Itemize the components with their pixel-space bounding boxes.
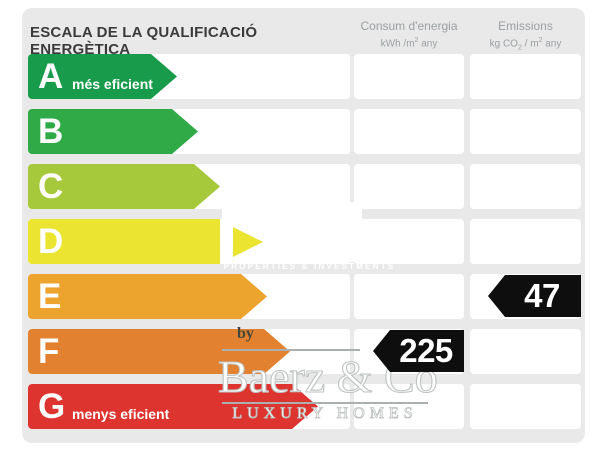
consumption-column-header: Consum d'energia kWh /m2 any: [354, 19, 464, 49]
rating-letter-a: A: [38, 56, 64, 96]
consumption-cell-c: [354, 164, 464, 209]
emissions-cell-g: [470, 384, 581, 429]
consumption-value-arrow: 225: [373, 330, 464, 372]
emissions-header-unit: kg CO2 / m2 any: [489, 37, 562, 52]
watermark-by-text: by: [237, 325, 254, 342]
rating-band-e: E: [28, 274, 350, 319]
watermark-divider-bottom: [222, 402, 428, 404]
emissions-cell-b: [470, 109, 581, 154]
rating-label-least-efficient: menys eficient: [72, 406, 170, 422]
consumption-cell-d: [354, 219, 464, 264]
rating-band-g: G menys eficient: [28, 384, 350, 429]
emissions-value-arrow: 47: [488, 275, 581, 317]
consumption-cell-g: [354, 384, 464, 429]
rating-arrow-d: D: [28, 219, 220, 264]
rating-letter-b: B: [38, 111, 64, 151]
emissions-header-title: Emissions: [498, 19, 553, 33]
watermark-divider-top: [222, 349, 360, 351]
emissions-cell-a: [470, 54, 581, 99]
rating-letter-e: E: [38, 276, 62, 316]
rating-row-c: C: [22, 164, 585, 209]
consumption-value: 225: [399, 332, 453, 369]
consumption-cell-e: [354, 274, 464, 319]
emissions-cell-d: [470, 219, 581, 264]
rating-band-c: C: [28, 164, 350, 209]
rating-row-b: B: [22, 109, 585, 154]
rating-band-a: A més eficient: [28, 54, 350, 99]
emissions-column-header: Emissions kg CO2 / m2 any: [470, 19, 581, 51]
rating-arrow-a: A més eficient: [28, 54, 177, 99]
watermark-subbrand-text: LUXURY HOMES: [232, 405, 418, 423]
rating-band-b: B: [28, 109, 350, 154]
emissions-value: 47: [524, 277, 560, 314]
emissions-cell-c: [470, 164, 581, 209]
rating-arrow-g: G menys eficient: [28, 384, 318, 429]
rating-arrow-b: B: [28, 109, 198, 154]
rating-arrow-c: C: [28, 164, 220, 209]
certificate-card: ESCALA DE LA QUALIFICACIÓ ENERGÈTICA Con…: [22, 8, 585, 443]
consumption-header-title: Consum d'energia: [360, 19, 458, 33]
rating-arrow-e: E: [28, 274, 267, 319]
rating-band-f: F: [28, 329, 350, 374]
rating-letter-d: D: [38, 221, 64, 261]
watermark-logo-overlay: [222, 202, 362, 262]
consumption-cell-b: [354, 109, 464, 154]
rating-letter-f: F: [38, 331, 60, 371]
emissions-cell-f: [470, 329, 581, 374]
rating-letter-c: C: [38, 166, 64, 206]
page-title: ESCALA DE LA QUALIFICACIÓ ENERGÈTICA: [30, 24, 258, 58]
rating-row-g: G menys eficient: [22, 384, 585, 429]
rating-label-most-efficient: més eficient: [72, 76, 153, 92]
rating-letter-g: G: [38, 386, 66, 426]
rating-row-a: A més eficient: [22, 54, 585, 99]
consumption-cell-a: [354, 54, 464, 99]
watermark-tagline: PROPERTIES & INVESTMENTS: [223, 262, 396, 271]
consumption-header-unit: kWh /m2 any: [380, 37, 438, 50]
rating-arrow-f: F: [28, 329, 290, 374]
